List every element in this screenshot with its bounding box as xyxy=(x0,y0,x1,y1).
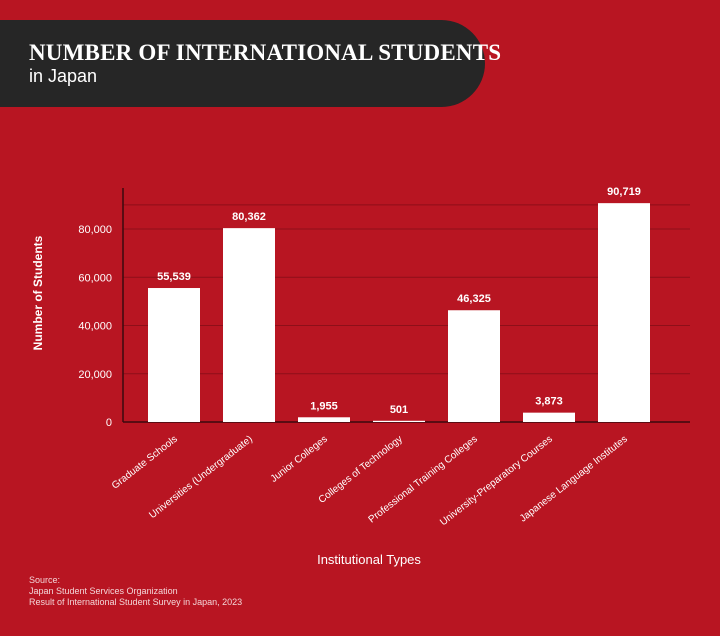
chart-subtitle: in Japan xyxy=(29,66,98,86)
data-label: 90,719 xyxy=(607,186,641,198)
bars xyxy=(148,203,650,422)
source-label: Source: xyxy=(29,575,61,585)
x-tick-label: Graduate Schools xyxy=(110,434,180,492)
y-tick-label: 0 xyxy=(106,417,112,429)
y-tick-label: 60,000 xyxy=(78,272,112,284)
data-label: 80,362 xyxy=(232,211,266,223)
data-label: 501 xyxy=(390,404,408,416)
title-banner xyxy=(0,20,485,107)
data-label: 1,955 xyxy=(310,400,338,412)
source-document: Result of International Student Survey i… xyxy=(29,597,243,607)
y-axis-label: Number of Students xyxy=(31,235,45,350)
y-tick-label: 80,000 xyxy=(78,224,112,236)
data-label: 46,325 xyxy=(457,293,491,305)
x-axis-label: Institutional Types xyxy=(317,552,421,567)
data-label: 3,873 xyxy=(535,396,563,408)
bar xyxy=(148,288,200,422)
data-labels: 55,539 80,362 1,955 501 46,325 3,873 90,719 xyxy=(157,186,641,416)
bar xyxy=(448,310,500,422)
chart-title: NUMBER OF INTERNATIONAL STUDENTS xyxy=(29,40,502,65)
gridlines xyxy=(123,204,690,375)
x-tick-label: Junior Colleges xyxy=(269,434,330,485)
x-tick-label: Colleges of Technology xyxy=(317,434,405,506)
y-tick-labels: 0 20,000 40,000 60,000 80,000 xyxy=(78,224,112,429)
bar xyxy=(298,417,350,422)
bar xyxy=(598,203,650,422)
bar xyxy=(223,228,275,422)
source-note: Source: Japan Student Services Organizat… xyxy=(29,575,242,608)
bar xyxy=(523,412,575,422)
y-tick-label: 20,000 xyxy=(78,369,112,381)
bar xyxy=(373,420,425,422)
y-tick-label: 40,000 xyxy=(78,321,112,333)
source-organization: Japan Student Services Organization xyxy=(29,586,178,596)
data-label: 55,539 xyxy=(157,271,191,283)
